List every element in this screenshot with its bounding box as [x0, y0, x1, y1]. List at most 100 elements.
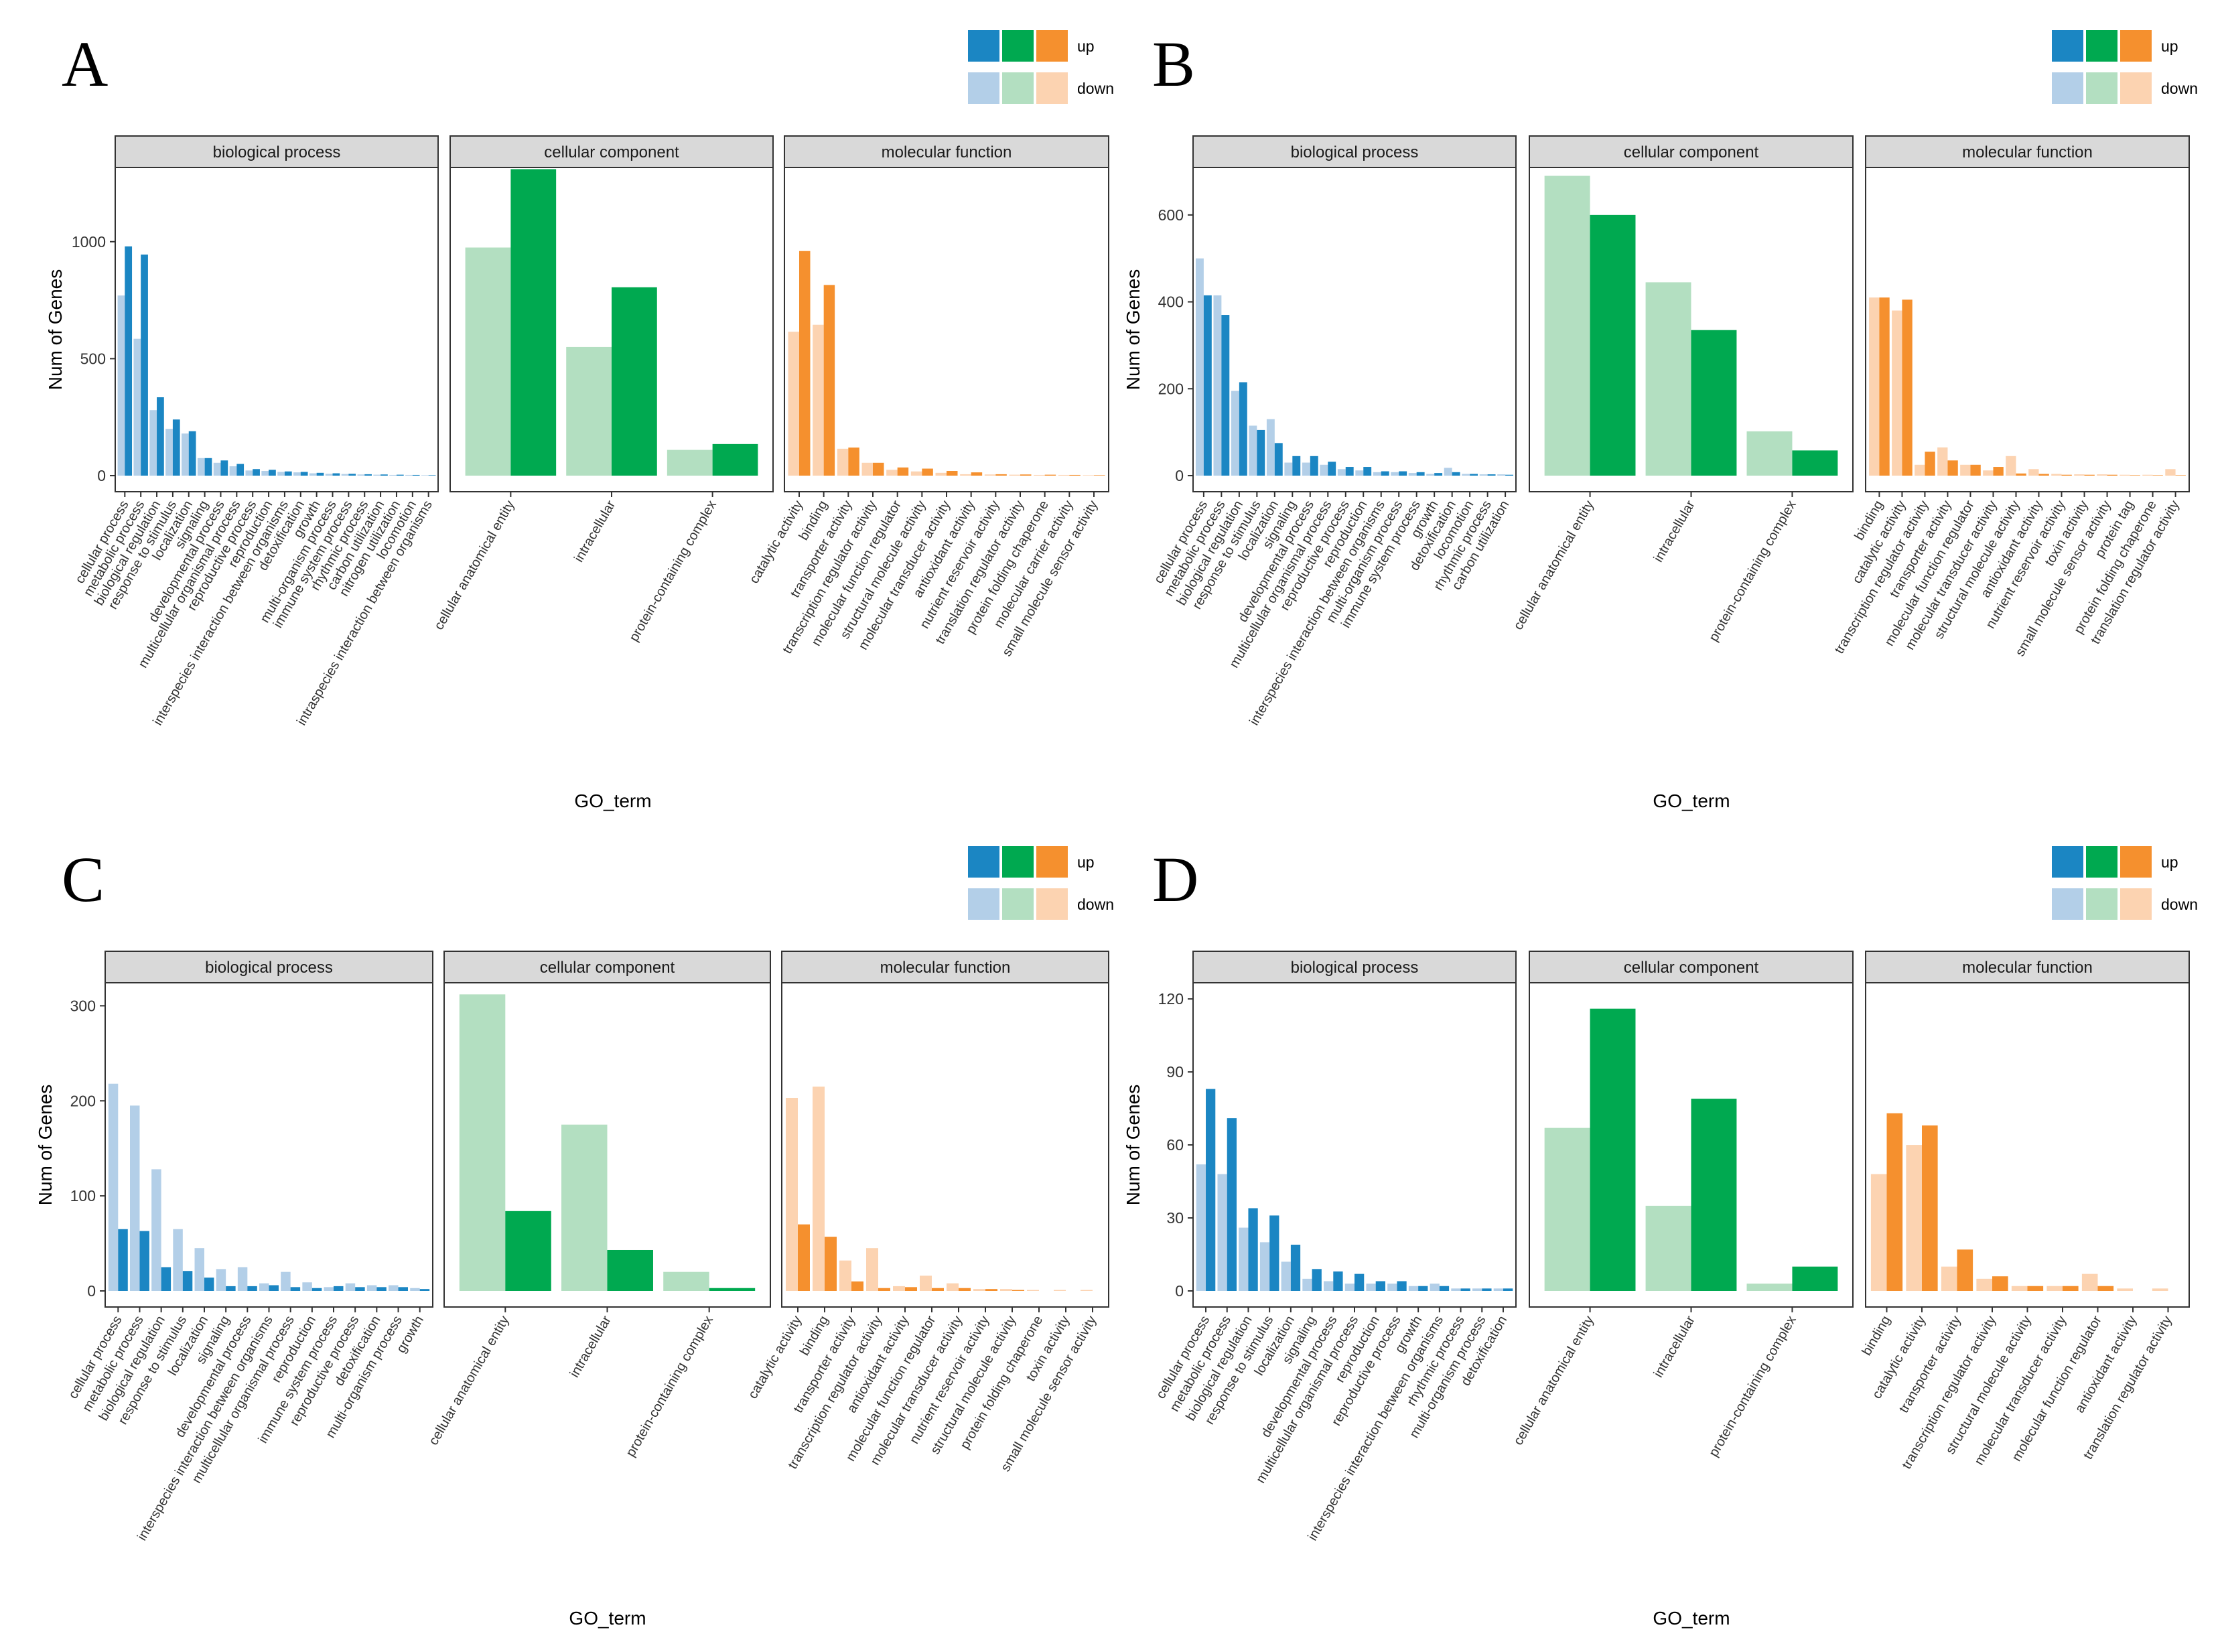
bar-up-structural-molecule-activity — [1012, 1290, 1024, 1291]
bar-up-metabolic-process — [1227, 1118, 1237, 1291]
bar-down-antioxidant-activity — [960, 474, 971, 476]
x-tick-label: cellular anatomical entity — [426, 1314, 512, 1448]
bar-down-multi-organism-process — [389, 1285, 399, 1291]
bar-down-cellular-process — [1195, 258, 1204, 476]
legend-key-down-molecular-function — [2120, 72, 2152, 104]
bar-up-signaling — [1292, 456, 1301, 476]
bar-down-response-to-stimulus — [1249, 425, 1257, 476]
x-tick-label: intracellular — [1651, 498, 1698, 565]
bar-up-transcription-regulator-activity — [873, 462, 884, 476]
x-tick-label: protein-containing complex — [1706, 498, 1799, 644]
bar-up-reproduction — [1375, 1281, 1385, 1291]
bar-down-developmental-process — [1302, 462, 1310, 476]
bar-down-detoxification — [1444, 468, 1452, 476]
bar-up-molecular-carrier-activity — [1069, 474, 1081, 476]
bar-up-response-to-stimulus — [172, 419, 180, 476]
bar-down-reproductive-process — [1337, 469, 1346, 476]
bar-down-developmental-process — [1324, 1281, 1334, 1291]
bar-up-metabolic-process — [1221, 315, 1230, 476]
bar-up-response-to-stimulus — [1269, 1215, 1279, 1291]
bar-down-rhythmic-process — [357, 474, 365, 476]
legend-key-down-biological-process — [968, 888, 999, 920]
y-axis-label: Num of Genes — [45, 269, 66, 391]
legend-label-down: down — [1077, 896, 1114, 913]
bar-down-antioxidant-activity — [893, 1286, 905, 1291]
bar-up-binding — [825, 1237, 837, 1291]
bar-down-signaling — [1302, 1278, 1312, 1291]
bar-down-immune-system-process — [1408, 473, 1417, 476]
bar-down-transcription-regulator-activity — [866, 1248, 878, 1291]
bar-up-interspecies-interaction-between-organisms — [1381, 471, 1389, 476]
bar-down-growth — [309, 473, 317, 476]
facet-strip-label: molecular function — [882, 143, 1012, 161]
y-axis-label: Num of Genes — [35, 1085, 56, 1206]
bar-up-intracellular — [607, 1249, 653, 1291]
bar-down-toxin-activity — [2074, 474, 2085, 476]
bar-up-structural-molecule-activity — [922, 468, 933, 476]
bar-down-toxin-activity — [1054, 1290, 1066, 1291]
bar-up-reproductive-process — [1397, 1281, 1407, 1291]
bar-down-response-to-stimulus — [173, 1229, 183, 1291]
bar-up-molecular-transducer-activity — [959, 1288, 971, 1291]
bar-down-transporter-activity — [1941, 1266, 1957, 1291]
y-tick-label: 0 — [97, 467, 106, 484]
bar-down-binding — [813, 1086, 825, 1291]
bar-up-immune-system-process — [334, 1286, 344, 1291]
bar-down-protein-tag — [2120, 474, 2130, 476]
facet-strip-label: biological process — [205, 959, 333, 977]
bar-up-localization — [1274, 443, 1283, 476]
x-tick-label: protein-containing complex — [626, 498, 719, 644]
bar-up-developmental-process — [220, 460, 228, 476]
bar-down-carbon-utilization — [373, 474, 381, 476]
y-tick-label: 0 — [87, 1282, 96, 1300]
facet-strip — [1192, 135, 1517, 168]
bar-down-intracellular — [561, 1124, 608, 1291]
x-axis-label: GO_term — [1653, 790, 1730, 811]
bar-up-protein-tag — [2130, 475, 2140, 476]
bar-up-detoxification — [376, 1287, 387, 1291]
x-axis-label: GO_term — [1653, 1608, 1730, 1629]
bar-down-protein-containing-complex — [667, 450, 713, 476]
bar-up-locomotion — [1470, 474, 1478, 476]
legend-key-up-cellular-component — [1002, 30, 1034, 62]
legend: up down — [968, 30, 1114, 104]
bar-up-transporter-activity — [848, 448, 859, 476]
bar-down-molecular-function-regulator — [1960, 464, 1971, 476]
bar-up-nutrient-reservoir-activity — [2061, 474, 2072, 476]
bar-up-multicellular-organismal-process — [1355, 1274, 1365, 1291]
bar-up-protein-containing-complex — [709, 1288, 756, 1291]
bar-up-translation-regulator-activity — [2175, 475, 2186, 476]
bar-down-transcription-regulator-activity — [1915, 464, 1925, 476]
bar-down-small-molecule-sensor-activity — [1083, 475, 1094, 476]
bar-up-molecular-transducer-activity — [1993, 467, 2004, 476]
bar-up-localization — [188, 431, 196, 476]
bar-up-carbon-utilization — [1505, 474, 1514, 476]
bar-up-response-to-stimulus — [1257, 429, 1265, 476]
bar-up-developmental-process — [1310, 456, 1318, 476]
legend-key-down-cellular-component — [1002, 888, 1034, 920]
legend-key-up-molecular-function — [1036, 30, 1068, 62]
bar-up-localization — [1290, 1244, 1301, 1291]
x-tick-label: intracellular — [1651, 1313, 1698, 1380]
bar-down-structural-molecule-activity — [2006, 456, 2016, 476]
bar-up-detoxification — [1452, 472, 1460, 476]
legend-key-down-cellular-component — [2086, 72, 2117, 104]
bar-down-transporter-activity — [1937, 447, 1948, 476]
bar-down-response-to-stimulus — [165, 429, 173, 476]
bar-down-localization — [1266, 419, 1275, 476]
panel-letter-b: B — [1152, 28, 1195, 100]
bar-up-biological-regulation — [161, 1267, 171, 1291]
y-tick-label: 600 — [1158, 206, 1184, 224]
bar-down-interspecies-interaction-between-organisms — [1430, 1284, 1440, 1291]
bar-up-multi-organism-process — [1399, 471, 1407, 476]
legend-key-up-cellular-component — [1002, 846, 1034, 878]
bar-up-growth — [1418, 1286, 1428, 1291]
x-tick-label: intracellular — [571, 498, 618, 565]
bar-up-intracellular — [612, 287, 657, 476]
bar-down-binding — [1870, 1174, 1887, 1291]
